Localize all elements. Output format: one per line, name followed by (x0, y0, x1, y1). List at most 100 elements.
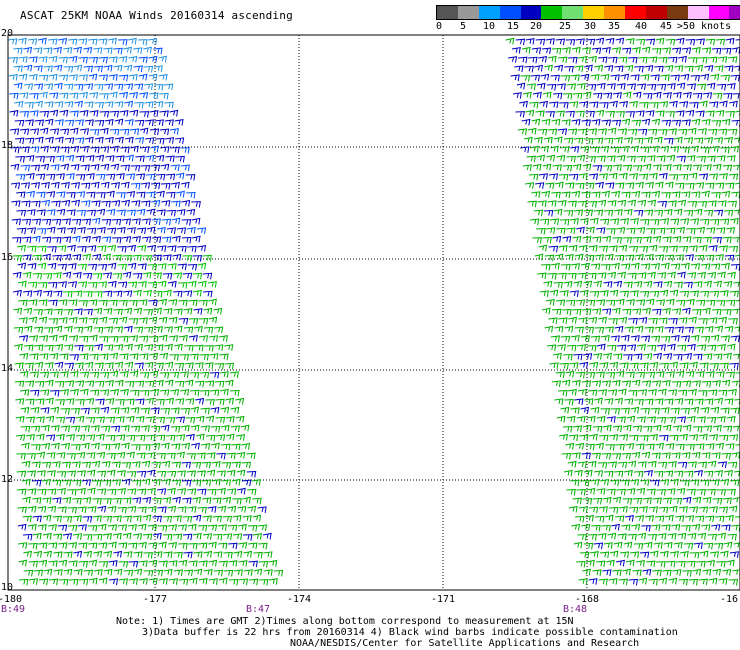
wind-barb (539, 290, 549, 297)
wind-barb (53, 64, 63, 72)
wind-barb (693, 208, 703, 216)
wind-barb (637, 128, 648, 136)
wind-barb (193, 308, 203, 315)
wind-barb (612, 92, 622, 99)
wind-barb (705, 110, 715, 118)
wind-barb (725, 514, 734, 522)
wind-barb (70, 388, 79, 396)
wind-barb (201, 443, 211, 450)
wind-barb (177, 488, 187, 495)
wind-barb (653, 352, 663, 360)
wind-barb (566, 415, 576, 423)
wind-barb (591, 452, 601, 460)
wind-barb (70, 407, 80, 415)
wind-barb (186, 470, 197, 478)
wind-barb (145, 416, 155, 423)
note-line-2: 3)Data buffer is 22 hrs from 20160314 4)… (142, 627, 678, 638)
wind-barb (118, 542, 128, 550)
wind-barb (196, 470, 206, 478)
wind-barb (73, 308, 83, 316)
wind-barb (693, 353, 703, 361)
wind-barb (162, 236, 172, 244)
wind-barb (161, 478, 171, 486)
wind-barb (98, 336, 109, 343)
wind-barb (580, 406, 590, 414)
wind-barb (588, 389, 598, 397)
legend-swatch (604, 6, 626, 19)
wind-barb (200, 407, 210, 415)
wind-barb (603, 137, 614, 145)
wind-barb (154, 362, 164, 370)
wind-barb (198, 317, 209, 325)
wind-barb (579, 289, 589, 297)
wind-barb (592, 425, 603, 433)
wind-barb (730, 407, 740, 415)
wind-barb (124, 380, 135, 388)
wind-barb (711, 380, 721, 387)
wind-barb (173, 551, 183, 559)
wind-barb (190, 389, 200, 397)
wind-barb (108, 541, 117, 549)
wind-barb (66, 209, 76, 216)
wind-barb (638, 317, 648, 324)
wind-barb (671, 47, 682, 55)
wind-barb (72, 253, 82, 261)
wind-barb (117, 487, 127, 495)
wind-barb (55, 155, 65, 162)
wind-barb (545, 111, 555, 118)
wind-barb (696, 344, 707, 352)
wind-barb (559, 219, 570, 226)
wind-barb (734, 65, 740, 71)
wind-barb (651, 380, 662, 387)
wind-barb (621, 47, 632, 55)
wind-barb (716, 227, 726, 234)
wind-barb (91, 480, 102, 487)
wind-barb (28, 56, 38, 63)
wind-barb (671, 119, 681, 127)
wind-barb (634, 398, 644, 406)
wind-barb (41, 478, 51, 486)
wind-barb (623, 281, 633, 289)
wind-barb (612, 164, 622, 171)
wind-barb (88, 299, 98, 306)
wind-barb (29, 371, 39, 378)
wind-barb (647, 460, 657, 468)
wind-barb (684, 254, 694, 261)
wind-barb (114, 361, 124, 369)
wind-barb (703, 542, 714, 550)
wind-barb (599, 102, 609, 109)
wind-barb (103, 47, 113, 55)
wind-barb (88, 317, 99, 325)
wind-barb (187, 488, 197, 496)
wind-barb (238, 542, 248, 549)
wind-barb (680, 335, 691, 343)
wind-barb (174, 343, 183, 351)
wind-barb (661, 452, 671, 459)
wind-barb (629, 100, 638, 108)
wind-barb (609, 550, 619, 558)
wind-barb (15, 174, 26, 181)
wind-barb (71, 444, 81, 451)
wind-barb (80, 425, 90, 432)
wind-barb (19, 110, 29, 118)
wind-barb (573, 209, 584, 217)
wind-barb (135, 137, 145, 144)
wind-barb (592, 569, 602, 577)
wind-barb (104, 379, 114, 387)
wind-barb (636, 416, 646, 423)
wind-barb (45, 136, 54, 144)
wind-barb (143, 46, 152, 54)
wind-barb (716, 416, 726, 423)
wind-barb (636, 155, 646, 163)
wind-barb (94, 119, 105, 127)
wind-barb (129, 109, 139, 117)
wind-barb (615, 515, 625, 523)
wind-barb (598, 578, 608, 586)
legend-swatch (729, 6, 740, 19)
wind-barb (202, 533, 213, 540)
wind-barb (17, 262, 27, 270)
wind-barb (649, 550, 659, 558)
wind-barb (80, 145, 89, 153)
wind-barb (670, 263, 681, 271)
wind-barb (221, 479, 232, 486)
